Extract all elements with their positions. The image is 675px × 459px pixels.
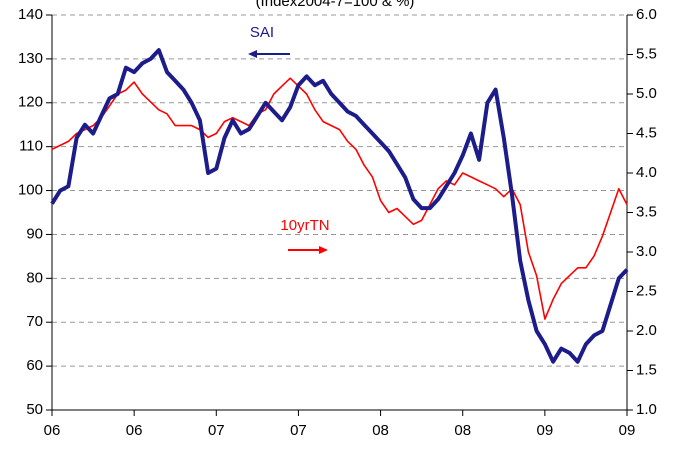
y-tick-label: 110	[19, 138, 43, 155]
sai-arrow	[248, 50, 290, 58]
y2-tick-label: 5.0	[636, 85, 657, 102]
x-tick-label: 06	[44, 422, 61, 439]
series-label: 10yrTN	[280, 217, 329, 234]
y2-tick-label: 3.0	[636, 243, 657, 260]
y2-tick-label: 3.5	[636, 203, 657, 220]
y2-tick-label: 5.5	[636, 45, 657, 62]
x-tick-label: 07	[208, 422, 225, 439]
y-tick-label: 80	[26, 269, 43, 286]
x-tick-label: 08	[372, 422, 389, 439]
y2-tick-label: 1.5	[636, 361, 657, 378]
series-label: SAI	[250, 24, 274, 41]
tn-arrow	[288, 246, 328, 254]
y-tick-label: 90	[26, 225, 43, 242]
y2-tick-label: 1.0	[636, 401, 657, 418]
series-line	[51, 77, 628, 320]
y2-tick-label: 2.0	[636, 322, 657, 339]
x-tick-label: 08	[454, 422, 471, 439]
series-line	[50, 48, 629, 364]
y-tick-label: 100	[18, 182, 43, 199]
x-tick-label: 09	[619, 422, 636, 439]
y-tick-label: 140	[18, 6, 43, 23]
x-tick-label: 06	[126, 422, 143, 439]
x-tick-label: 09	[537, 422, 554, 439]
x-tick-label: 07	[290, 422, 307, 439]
y-tick-label: 120	[18, 94, 43, 111]
y-tick-label: 60	[26, 357, 43, 374]
y2-tick-label: 6.0	[636, 6, 657, 23]
y2-tick-label: 4.5	[636, 124, 657, 141]
y-tick-label: 70	[26, 313, 43, 330]
y-tick-label: 130	[18, 50, 43, 67]
y2-tick-label: 2.5	[636, 282, 657, 299]
chart-subtitle: (Index2004-7=100 & %)	[256, 0, 415, 10]
y-tick-label: 50	[26, 401, 43, 418]
y2-tick-label: 4.0	[636, 164, 657, 181]
